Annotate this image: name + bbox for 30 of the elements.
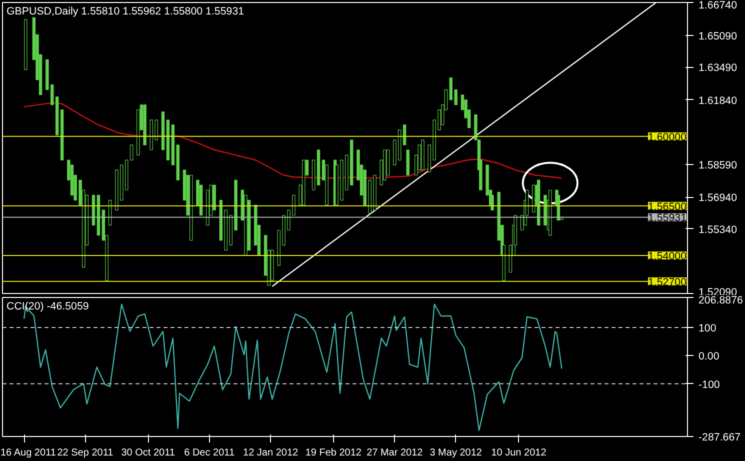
y-tick-label: 206.8876 xyxy=(698,294,744,306)
y-tick-label: 1.66740 xyxy=(698,0,738,12)
x-tick-label: 6 Dec 2011 xyxy=(184,448,235,458)
y-tick-label: 1.65090 xyxy=(698,30,738,42)
y-tick-label: 1.63490 xyxy=(698,62,738,74)
y-tick-label: 1.56940 xyxy=(698,192,738,204)
chart-title: CCI(20) -46.5059 xyxy=(6,300,89,312)
y-tick-label: 0.00 xyxy=(698,350,720,363)
ref-line-label: 1.56500 xyxy=(648,200,687,213)
x-tick-label: 19 Feb 2012 xyxy=(305,448,362,458)
x-tick-label: 3 May 2012 xyxy=(430,448,482,458)
ref-line-label: 1.54000 xyxy=(648,250,687,263)
ref-line-label: 1.60000 xyxy=(648,131,687,144)
x-tick-label: 16 Aug 2011 xyxy=(0,448,56,458)
x-tick-label: 10 Jun 2012 xyxy=(491,448,547,458)
ref-line-label: 1.55931 xyxy=(648,212,687,224)
x-tick-label: 22 Sep 2011 xyxy=(57,448,114,458)
chart-title: GBPUSD,Daily 1.55810 1.55962 1.55800 1.55931 xyxy=(6,6,244,18)
y-tick-label: 1.61840 xyxy=(698,94,738,107)
x-tick-label: 27 Mar 2012 xyxy=(366,448,424,458)
y-tick-label: 1.58590 xyxy=(698,159,738,172)
y-tick-label: 1.55340 xyxy=(698,224,738,236)
ref-line-label: 1.52700 xyxy=(648,276,687,288)
x-tick-label: 12 Jan 2012 xyxy=(243,448,299,458)
y-tick-label: 100 xyxy=(698,322,716,335)
candlestick xyxy=(130,144,134,161)
line-series xyxy=(23,102,562,179)
y-tick-label: -287.667 xyxy=(698,432,741,444)
x-tick-label: 30 Oct 2011 xyxy=(121,448,176,458)
y-tick-label: -100 xyxy=(698,378,720,391)
